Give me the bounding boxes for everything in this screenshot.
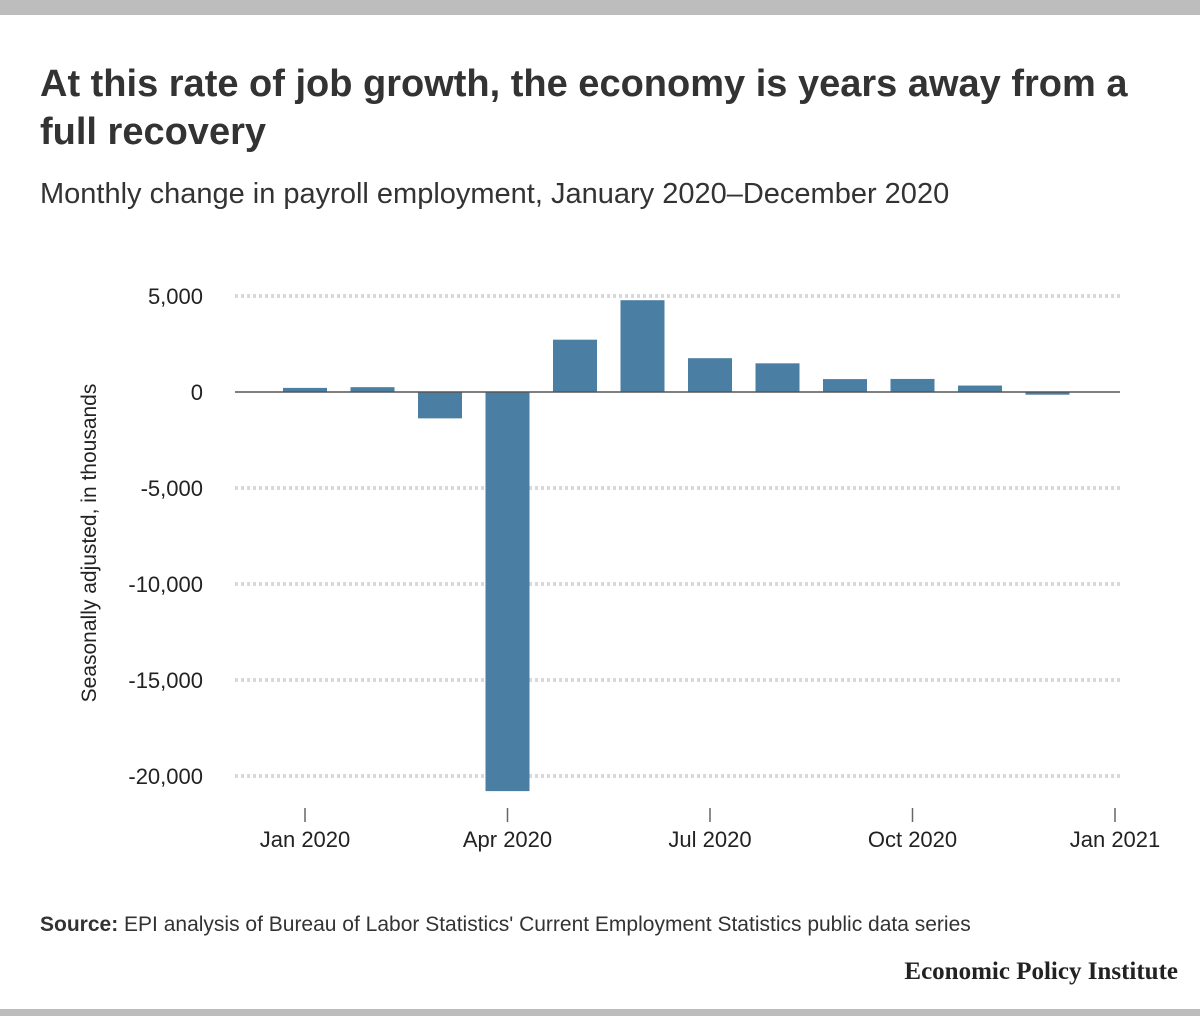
y-tick-label: -15,000 [128,668,203,693]
chart-subtitle: Monthly change in payroll employment, Ja… [40,178,950,210]
bar-nov-2020 [958,385,1002,392]
x-tick-label: Oct 2020 [868,827,957,852]
x-tick-label: Jul 2020 [668,827,751,852]
source-note: Source: EPI analysis of Bureau of Labor … [40,910,1160,940]
bar-sep-2020 [823,379,867,392]
epi-logo: Economic Policy Institute [904,958,1178,985]
bar-jun-2020 [620,300,665,392]
x-axis-ticks: Jan 2020 Apr 2020 Jul 2020 Oct 2020 Jan 2021 [260,808,1161,852]
top-rule [0,0,1200,15]
bar-mar-2020 [418,392,462,419]
bar-may-2020 [553,339,597,392]
bar-feb-2020 [350,387,395,392]
y-tick-label: -5,000 [141,476,203,501]
bar-jan-2020 [283,387,327,392]
x-tick-label: Jan 2021 [1070,827,1161,852]
source-text: EPI analysis of Bureau of Labor Statisti… [118,913,971,936]
x-tick-label: Apr 2020 [463,827,552,852]
bar-apr-2020 [485,392,530,792]
y-tick-label: -10,000 [128,572,203,597]
y-tick-label: -20,000 [128,764,203,789]
y-axis-ticks: 5,000 0 -5,000 -10,000 -15,000 -20,000 [128,284,203,789]
y-tick-label: 0 [191,380,203,405]
bar-aug-2020 [755,363,800,392]
bar-dec-2020 [1025,392,1070,395]
y-tick-label: 5,000 [148,284,203,309]
bar-chart: 5,000 0 -5,000 -10,000 -15,000 -20,000 Jan 20… [78,284,1161,852]
chart-title: At this rate of job growth, the economy … [40,63,1128,153]
bar-oct-2020 [890,378,935,392]
gridlines [235,294,1120,778]
bars [283,300,1070,792]
bottom-rule [0,1009,1200,1016]
source-label: Source: [40,913,119,936]
x-tick-label: Jan 2020 [260,827,351,852]
y-axis-label: Seasonally adjusted, in thousands [78,384,101,703]
bar-jul-2020 [688,358,732,392]
